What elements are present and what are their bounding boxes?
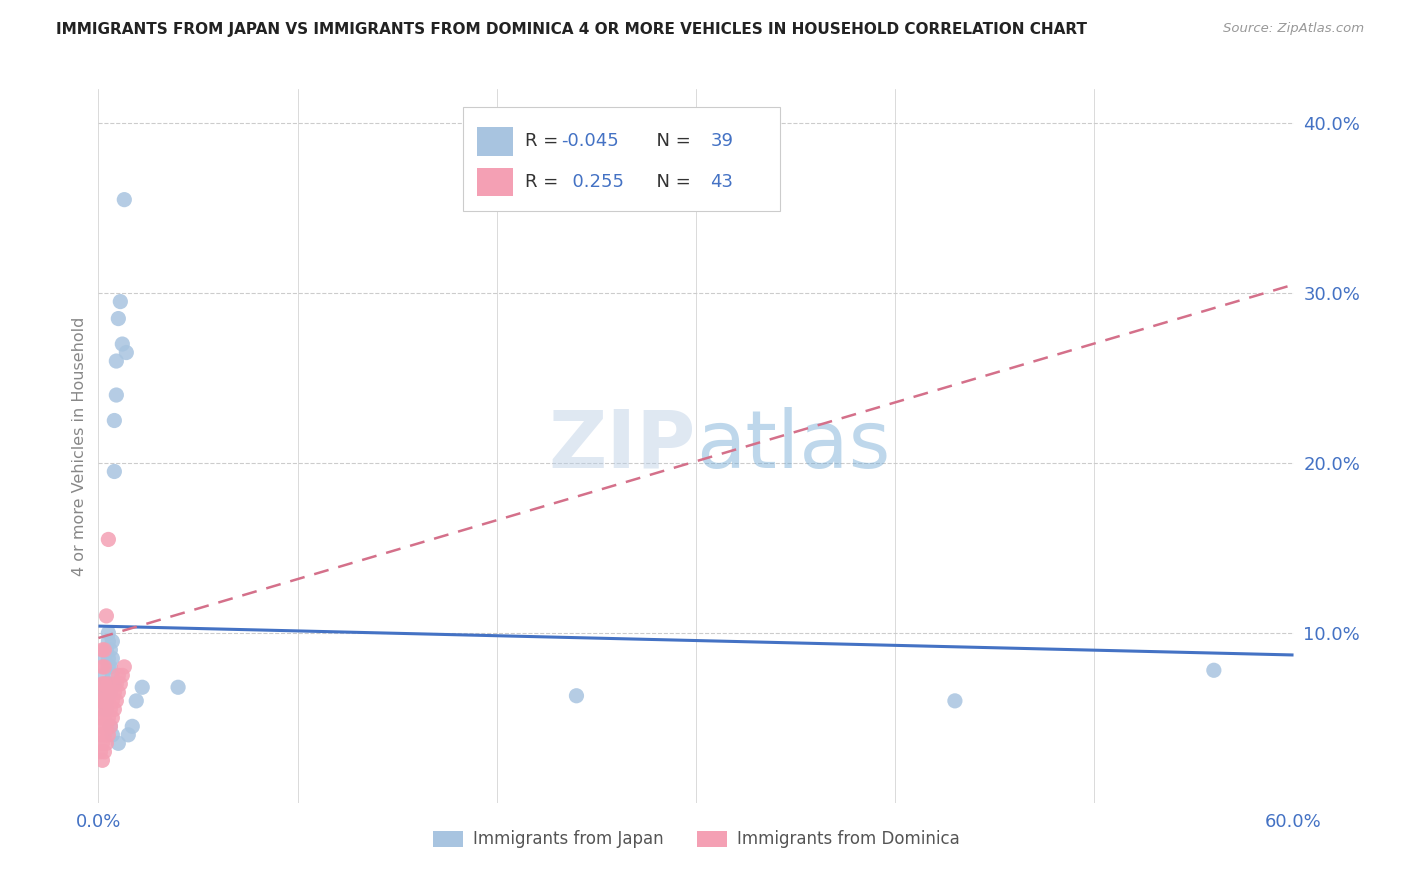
Point bbox=[103, 685, 125, 699]
Point bbox=[89, 728, 111, 742]
Text: N =: N = bbox=[644, 132, 696, 150]
Point bbox=[96, 694, 118, 708]
Point bbox=[91, 660, 114, 674]
Point bbox=[93, 711, 115, 725]
Point bbox=[105, 677, 128, 691]
Point bbox=[103, 677, 125, 691]
FancyBboxPatch shape bbox=[477, 127, 513, 155]
Point bbox=[167, 680, 190, 694]
Text: N =: N = bbox=[644, 173, 696, 191]
Point bbox=[97, 711, 120, 725]
Point bbox=[97, 626, 120, 640]
Point bbox=[101, 668, 124, 682]
Point bbox=[93, 745, 115, 759]
Point bbox=[93, 685, 115, 699]
Point bbox=[97, 533, 120, 547]
Point bbox=[97, 634, 120, 648]
Point bbox=[89, 694, 111, 708]
Point bbox=[97, 677, 120, 691]
Text: 43: 43 bbox=[710, 173, 734, 191]
Point bbox=[103, 413, 125, 427]
Point bbox=[107, 685, 129, 699]
Point bbox=[97, 660, 120, 674]
Point bbox=[97, 694, 120, 708]
Text: Source: ZipAtlas.com: Source: ZipAtlas.com bbox=[1223, 22, 1364, 36]
Point bbox=[98, 660, 122, 674]
Point bbox=[107, 311, 129, 326]
Text: -0.045: -0.045 bbox=[561, 132, 619, 150]
Point bbox=[105, 388, 128, 402]
Point bbox=[101, 634, 124, 648]
Text: R =: R = bbox=[524, 132, 564, 150]
Point bbox=[96, 685, 118, 699]
Point bbox=[125, 694, 148, 708]
FancyBboxPatch shape bbox=[463, 107, 780, 211]
Point bbox=[89, 745, 111, 759]
Point bbox=[107, 668, 129, 682]
Point bbox=[1202, 663, 1225, 677]
Text: 0.255: 0.255 bbox=[561, 173, 624, 191]
Point bbox=[96, 702, 118, 716]
Point bbox=[107, 736, 129, 750]
Point bbox=[91, 702, 114, 716]
Text: 39: 39 bbox=[710, 132, 734, 150]
Point bbox=[98, 685, 122, 699]
Text: R =: R = bbox=[524, 173, 564, 191]
Point bbox=[98, 702, 122, 716]
Point bbox=[93, 651, 115, 665]
Point bbox=[565, 689, 588, 703]
Point bbox=[101, 711, 124, 725]
Point bbox=[112, 193, 135, 207]
Text: atlas: atlas bbox=[696, 407, 890, 485]
Text: ZIP: ZIP bbox=[548, 407, 696, 485]
Point bbox=[91, 677, 114, 691]
Legend: Immigrants from Japan, Immigrants from Dominica: Immigrants from Japan, Immigrants from D… bbox=[426, 824, 966, 855]
Point bbox=[101, 728, 124, 742]
Point bbox=[112, 660, 135, 674]
Point bbox=[93, 728, 115, 742]
Point bbox=[91, 643, 114, 657]
Point bbox=[93, 694, 115, 708]
FancyBboxPatch shape bbox=[477, 168, 513, 196]
Point bbox=[93, 643, 115, 657]
Point bbox=[111, 668, 134, 682]
Point bbox=[97, 677, 120, 691]
Point bbox=[943, 694, 966, 708]
Point bbox=[96, 643, 118, 657]
Point bbox=[96, 719, 118, 733]
Point bbox=[97, 728, 120, 742]
Point bbox=[91, 736, 114, 750]
Point bbox=[103, 702, 125, 716]
Point bbox=[96, 736, 118, 750]
Point bbox=[96, 702, 118, 716]
Point bbox=[98, 719, 122, 733]
Point bbox=[91, 668, 114, 682]
Point bbox=[111, 337, 134, 351]
Point bbox=[97, 651, 120, 665]
Point bbox=[98, 685, 122, 699]
Point bbox=[93, 677, 115, 691]
Point bbox=[110, 294, 132, 309]
Point bbox=[96, 677, 118, 691]
Point bbox=[89, 711, 111, 725]
Point bbox=[105, 694, 128, 708]
Point bbox=[121, 719, 143, 733]
Point bbox=[98, 719, 122, 733]
Point bbox=[91, 753, 114, 767]
Point bbox=[101, 651, 124, 665]
Point bbox=[91, 685, 114, 699]
Point bbox=[131, 680, 153, 694]
Point bbox=[110, 677, 132, 691]
Point bbox=[105, 354, 128, 368]
Y-axis label: 4 or more Vehicles in Household: 4 or more Vehicles in Household bbox=[72, 317, 87, 575]
Point bbox=[93, 660, 115, 674]
Text: IMMIGRANTS FROM JAPAN VS IMMIGRANTS FROM DOMINICA 4 OR MORE VEHICLES IN HOUSEHOL: IMMIGRANTS FROM JAPAN VS IMMIGRANTS FROM… bbox=[56, 22, 1087, 37]
Point bbox=[96, 608, 118, 623]
Point bbox=[115, 345, 138, 359]
Point bbox=[101, 694, 124, 708]
Point bbox=[117, 728, 139, 742]
Point bbox=[103, 465, 125, 479]
Point bbox=[91, 719, 114, 733]
Point bbox=[98, 643, 122, 657]
